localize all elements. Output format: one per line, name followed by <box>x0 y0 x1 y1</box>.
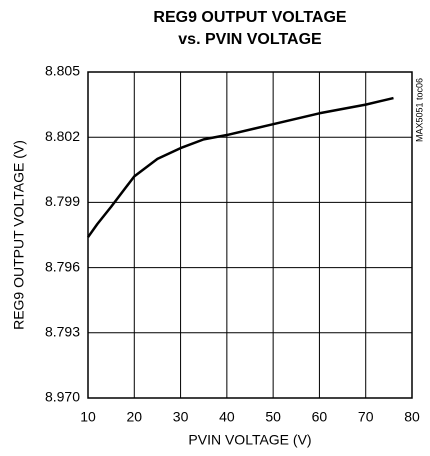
x-tick-label: 30 <box>173 409 189 425</box>
x-tick-label: 60 <box>312 409 328 425</box>
chart-title: REG9 OUTPUT VOLTAGE <box>153 9 347 26</box>
chart-title: vs. PVIN VOLTAGE <box>178 31 322 48</box>
plot-frame <box>87 71 413 399</box>
y-tick-label: 8.805 <box>45 63 80 79</box>
y-tick-label: 8.793 <box>45 324 80 340</box>
x-tick-label: 20 <box>126 409 142 425</box>
y-tick-label: 8.796 <box>45 258 80 274</box>
y-tick-label: 8.799 <box>45 193 80 209</box>
y-tick-label: 8.802 <box>45 128 80 144</box>
y-axis-label: REG9 OUTPUT VOLTAGE (V) <box>11 140 27 330</box>
x-tick-label: 10 <box>80 409 96 425</box>
x-tick-label: 80 <box>404 409 420 425</box>
annotation: MAX5051 toc06 <box>414 78 424 142</box>
x-tick-label: 50 <box>265 409 281 425</box>
x-tick-label: 40 <box>219 409 235 425</box>
x-tick-label: 70 <box>358 409 374 425</box>
y-tick-label: 8.970 <box>45 389 80 405</box>
x-axis-label: PVIN VOLTAGE (V) <box>188 432 311 448</box>
data-line <box>86 96 394 238</box>
